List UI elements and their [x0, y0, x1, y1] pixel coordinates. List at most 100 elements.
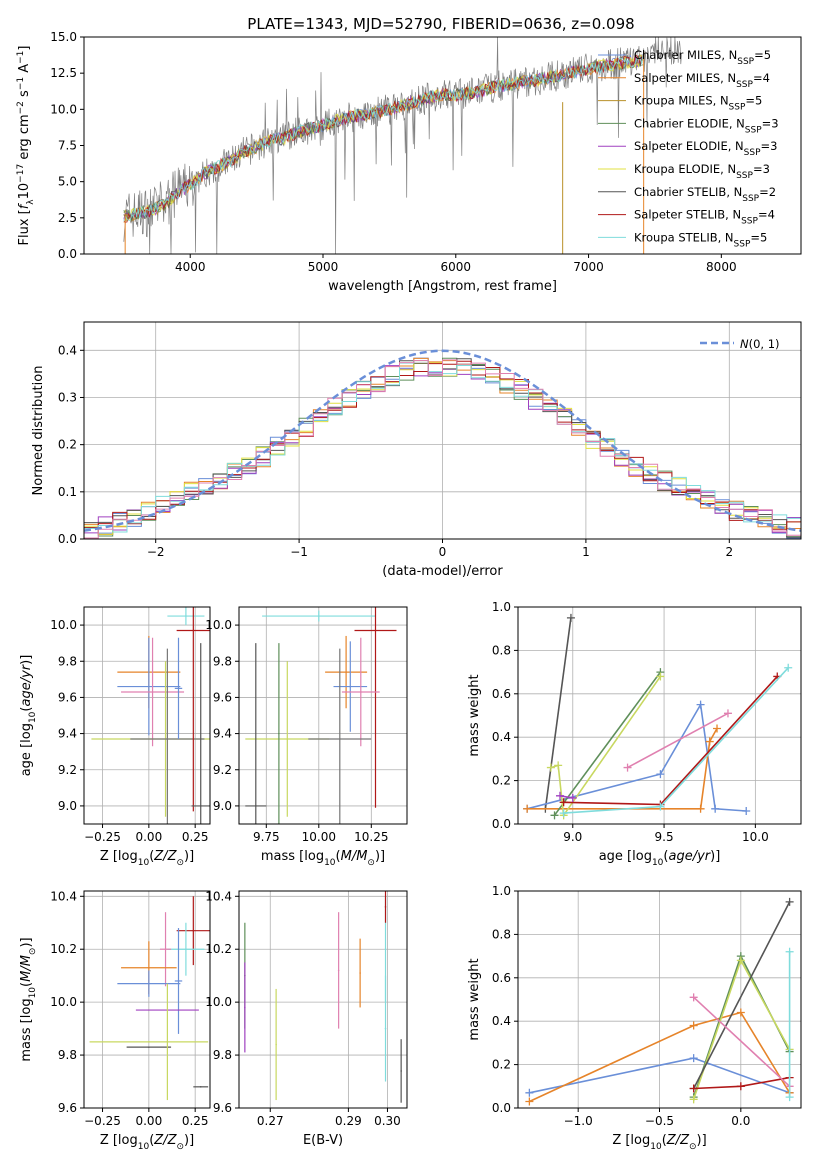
- y-tick-label: 12.5: [50, 66, 77, 80]
- weight-series-4: [553, 671, 662, 816]
- data-point: [345, 671, 347, 673]
- y-tick-label: 0.4: [58, 343, 77, 357]
- plus-marker: [525, 1097, 534, 1106]
- x-tick-label: 7000: [573, 260, 604, 274]
- plus-marker: [523, 804, 532, 813]
- legend: Chabrier MILES, NSSP=5 Salpeter MILES, NS…: [598, 48, 779, 249]
- y-tick-label: 9.4: [58, 727, 77, 741]
- y-tick-label: 2.5: [58, 211, 77, 225]
- plus-marker: [713, 724, 722, 733]
- plus-marker: [568, 793, 577, 802]
- axes-frame: [517, 606, 802, 825]
- plot-area: [518, 891, 801, 1108]
- y-tick-label: 10.2: [205, 942, 232, 956]
- y-tick-label: 9.6: [58, 1101, 77, 1115]
- y-tick-label: 1.0: [492, 600, 511, 614]
- plus-marker: [785, 947, 794, 956]
- plus-marker: [705, 737, 714, 746]
- plus-marker: [689, 993, 698, 1002]
- data-point: [151, 691, 154, 693]
- weight-series-1: [544, 617, 572, 809]
- x-tick-label: 1: [582, 545, 590, 559]
- y-tick-label: 9.6: [213, 690, 232, 704]
- data-point: [374, 629, 377, 632]
- x-axis-label: Z [log10(Z/Z⊙)]: [100, 849, 194, 868]
- x-tick-label: −2: [147, 545, 165, 559]
- x-axis-label: (data-model)/error: [382, 564, 503, 579]
- legend-label: N(0, 1): [740, 337, 780, 351]
- plus-marker: [555, 791, 564, 800]
- y-tick-label: 10.0: [205, 618, 232, 632]
- plus-marker: [554, 761, 563, 770]
- axes-frame: [83, 890, 211, 1109]
- y-tick-label: 10.0: [50, 995, 77, 1009]
- y-tick-label: 9.6: [58, 690, 77, 704]
- y-tick-label: 9.4: [213, 727, 232, 741]
- plus-marker: [689, 1021, 698, 1030]
- plus-marker: [550, 811, 559, 820]
- data-point: [278, 732, 280, 735]
- data-point: [339, 738, 341, 740]
- plus-marker: [696, 804, 705, 813]
- y-axis-label: Flux [fλ10−17 erg cm−2 s−1 A−1]: [16, 46, 36, 246]
- x-tick-label: 4000: [175, 260, 206, 274]
- y-tick-label: 10.0: [205, 995, 232, 1009]
- y-tick-label: 0.6: [492, 687, 511, 701]
- y-tick-label: 9.8: [58, 654, 77, 668]
- weight-series-8: [627, 712, 729, 769]
- x-axis-label: Z [log10(Z/Z⊙)]: [100, 1133, 194, 1152]
- data-point: [360, 691, 362, 693]
- x-tick-label: 0.25: [182, 1114, 209, 1128]
- plot-area: [518, 607, 801, 824]
- data-point: [255, 805, 257, 807]
- data-point: [164, 948, 167, 951]
- x-tick-label: 0.25: [182, 830, 209, 844]
- y-axis-label: mass weight: [467, 674, 482, 756]
- y-tick-label: 0.0: [492, 1101, 511, 1115]
- weight-series-3: [527, 728, 718, 810]
- x-tick-label: 2: [725, 545, 733, 559]
- plot-weight_vs_Z: −1.0 −0.5 0.0 0.0 0.2 0.4 0.6 0.8 1.0 Z [log10(Z/…: [467, 884, 802, 1152]
- data-point: [400, 1070, 402, 1072]
- data-point: [275, 1043, 277, 1046]
- x-tick-label: −0.25: [84, 1114, 121, 1128]
- data-point: [148, 685, 150, 688]
- x-tick-label: −1: [290, 545, 308, 559]
- y-tick-label: 9.0: [58, 799, 77, 813]
- x-tick-label: 0.30: [374, 1114, 401, 1128]
- legend-label: Salpeter MILES, NSSP=4: [634, 71, 770, 90]
- axes-frame: [238, 606, 408, 825]
- weight-series-5: [692, 901, 791, 1089]
- y-tick-label: 0.8: [492, 927, 511, 941]
- x-tick-label: 5000: [308, 260, 339, 274]
- weight-series-5: [550, 675, 662, 818]
- model-spectrum-9: [123, 53, 644, 222]
- legend-label: Salpeter ELODIE, NSSP=3: [634, 139, 777, 158]
- plus-marker: [696, 700, 705, 709]
- plot-mass_vs_EBV: 0.27 0.29 0.30 9.6 9.8 10.0 10.2 10.4 E(B-V): [205, 889, 408, 1148]
- x-tick-label: 8000: [706, 260, 737, 274]
- plot-age_vs_Z: −0.25 0.00 0.25 9.0 9.2 9.4 9.6 9.8 10.0 Z [log10…: [19, 606, 211, 868]
- y-axis-label: mass [log10(M/M⊙)]: [19, 937, 38, 1061]
- data-point: [337, 969, 340, 972]
- plus-marker: [546, 763, 555, 772]
- page-title: PLATE=1343, MJD=52790, FIBERID=0636, z=0…: [247, 15, 634, 33]
- y-tick-label: 10.4: [205, 889, 232, 903]
- data-point: [148, 1046, 150, 1048]
- data-point: [384, 1027, 387, 1030]
- plus-marker: [525, 1088, 534, 1097]
- x-tick-label: 9.75: [253, 830, 280, 844]
- x-axis-label: age [log10(age/yr)]: [599, 849, 721, 868]
- plus-marker: [736, 956, 745, 965]
- x-tick-label: 6000: [441, 260, 472, 274]
- plus-marker: [689, 1095, 698, 1104]
- plot-area: [84, 322, 801, 539]
- plot-area: [123, 37, 682, 254]
- x-axis-label: E(B-V): [303, 1133, 343, 1148]
- x-tick-label: 10.00: [302, 830, 336, 844]
- y-tick-label: 10.4: [50, 889, 77, 903]
- y-tick-label: 0.0: [58, 532, 77, 546]
- plus-marker: [736, 1082, 745, 1091]
- y-tick-label: 0.4: [492, 1014, 511, 1028]
